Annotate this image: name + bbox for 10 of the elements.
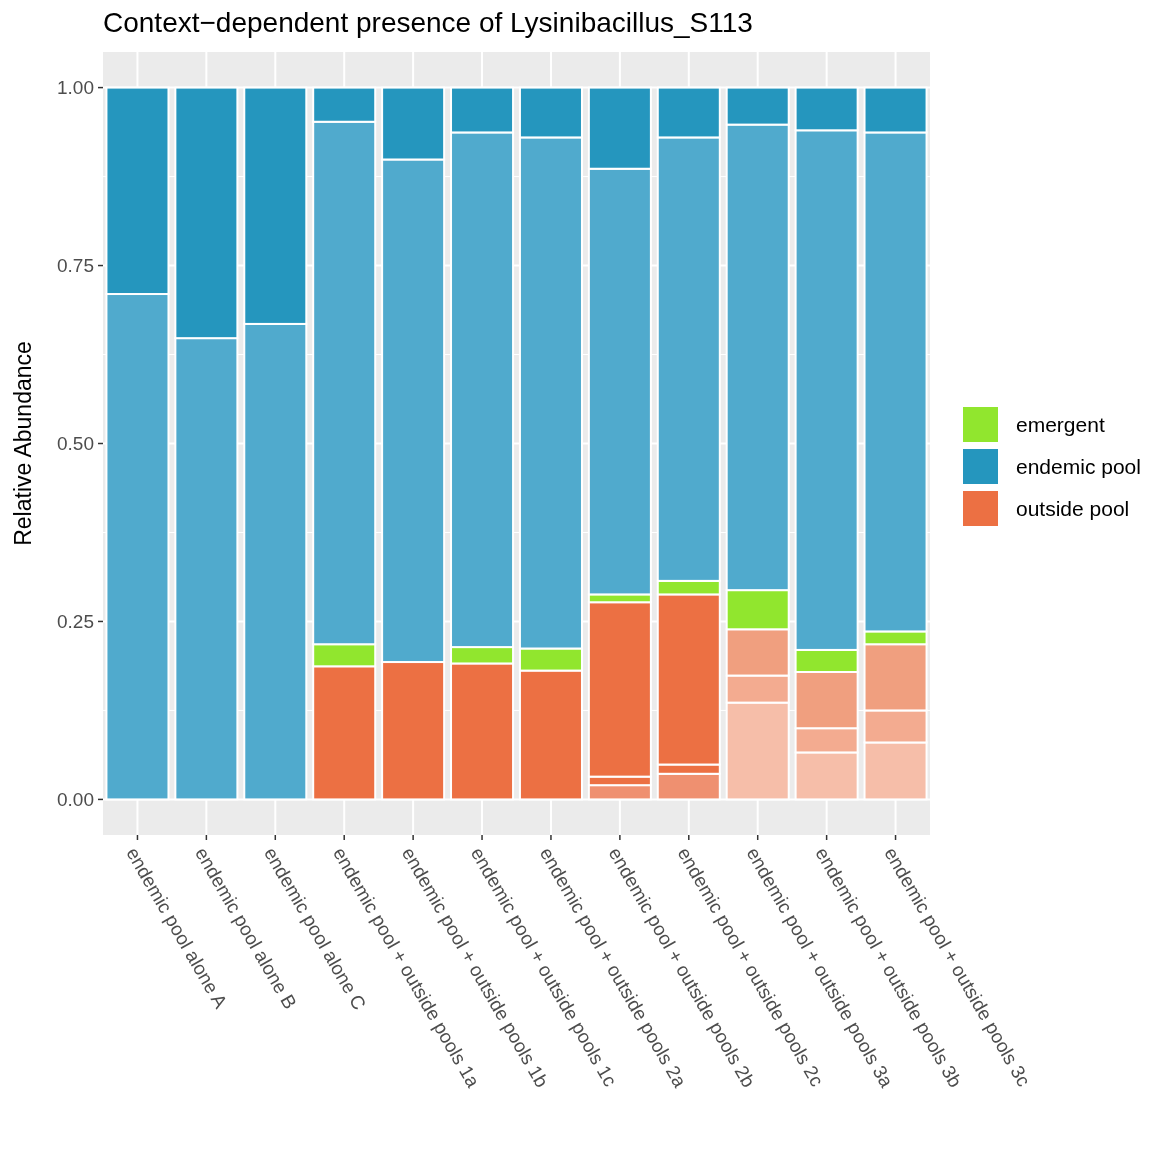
legend-label: endemic pool xyxy=(1016,455,1141,479)
y-tick-label: 0.00 xyxy=(57,789,94,811)
y-axis-title: Relative Abundance xyxy=(10,341,36,546)
y-tick-label: 0.25 xyxy=(57,611,94,633)
chart-title: Context−dependent presence of Lysinibacillus_S113 xyxy=(103,7,753,38)
y-tick-label: 0.50 xyxy=(57,433,94,455)
y-tick-label: 1.00 xyxy=(57,77,94,99)
legend-label: outside pool xyxy=(1016,497,1130,521)
y-tick-label: 0.75 xyxy=(57,255,94,277)
legend-label: emergent xyxy=(1016,413,1105,437)
